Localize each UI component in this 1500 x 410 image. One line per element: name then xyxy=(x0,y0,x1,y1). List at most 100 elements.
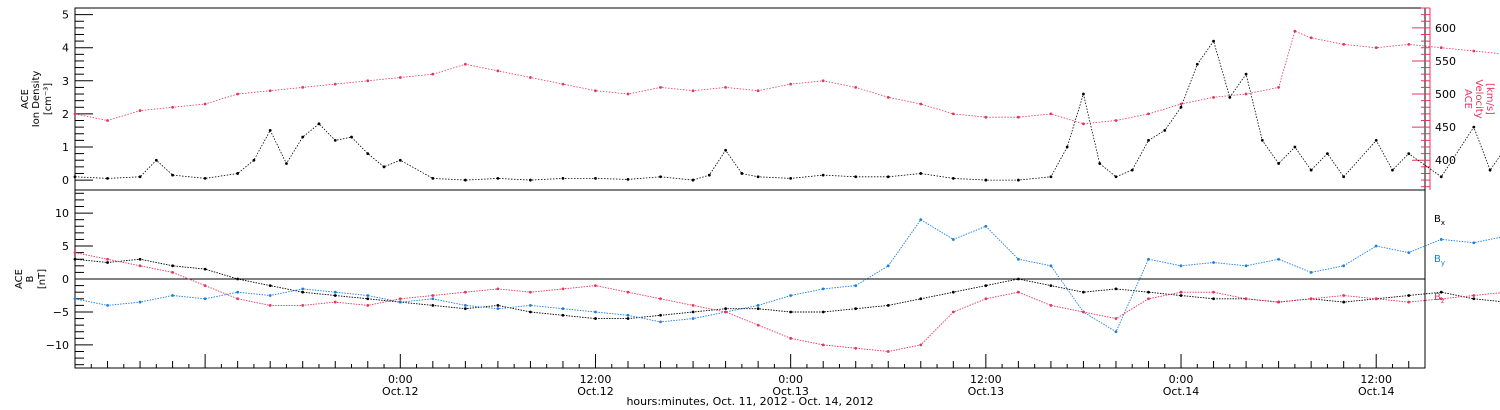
data-point xyxy=(691,317,695,320)
date-tick-label: Oct.13 xyxy=(968,385,1005,398)
data-point xyxy=(106,257,109,261)
data-point xyxy=(1342,300,1346,304)
data-point xyxy=(821,310,825,314)
b-axis-title-line3: [nT] xyxy=(37,269,48,289)
density-y-axis-ticks: 0 1 2 3 4 5 xyxy=(62,7,93,187)
density-velocity-panel-frame xyxy=(74,7,1426,191)
data-point xyxy=(317,122,321,126)
data-point xyxy=(529,76,532,79)
data-point xyxy=(138,300,142,304)
data-point xyxy=(984,115,988,119)
data-point xyxy=(1277,86,1281,89)
data-point xyxy=(724,307,728,311)
data-point xyxy=(1179,294,1183,297)
data-point xyxy=(789,177,793,180)
time-tick-label: 12:00 xyxy=(1360,373,1392,386)
data-point xyxy=(756,303,760,307)
data-point xyxy=(1407,152,1411,156)
data-point xyxy=(1114,330,1118,334)
data-point xyxy=(1472,297,1476,301)
data-point xyxy=(203,267,207,271)
velocity-axis-title-line1: ACE xyxy=(1462,89,1473,109)
series-trace xyxy=(74,30,1500,125)
data-point xyxy=(529,290,532,294)
data-point xyxy=(236,92,240,96)
data-point xyxy=(398,297,402,301)
density-tick-label: 0 xyxy=(62,174,69,187)
time-tick-label: 0:00 xyxy=(778,373,803,386)
data-point xyxy=(1407,43,1411,46)
data-point xyxy=(1260,138,1264,142)
velocity-tick-label: 400 xyxy=(1435,154,1456,167)
data-point xyxy=(1228,95,1232,99)
data-point xyxy=(1147,290,1150,294)
data-point xyxy=(691,178,695,182)
data-point xyxy=(724,310,728,314)
series-velocity xyxy=(73,29,1500,126)
legend-entry-by: By xyxy=(1434,254,1445,267)
data-point xyxy=(1439,290,1443,294)
data-point xyxy=(1016,290,1020,294)
data-point xyxy=(398,76,402,79)
data-point xyxy=(1309,271,1313,274)
data-point xyxy=(561,287,565,291)
data-point xyxy=(886,175,890,179)
data-point xyxy=(854,307,858,311)
data-point xyxy=(626,290,630,294)
data-point xyxy=(984,224,988,228)
density-tick-label: 1 xyxy=(62,141,69,154)
data-point xyxy=(463,307,467,311)
data-point xyxy=(756,89,760,93)
data-point xyxy=(496,287,500,291)
data-point xyxy=(756,175,760,179)
data-point xyxy=(1326,152,1329,156)
data-point xyxy=(73,257,77,261)
data-point xyxy=(333,300,337,304)
data-point xyxy=(854,86,858,89)
data-point xyxy=(1114,175,1118,179)
b-y-axis-ticks: −10 −5 0 5 10 xyxy=(46,192,93,366)
data-point xyxy=(1114,287,1118,291)
data-point xyxy=(659,313,662,317)
data-point xyxy=(333,294,337,297)
data-point xyxy=(463,290,467,294)
data-point xyxy=(821,343,825,347)
data-point xyxy=(1277,300,1281,304)
data-point xyxy=(789,310,793,314)
data-point xyxy=(1488,168,1492,172)
data-point xyxy=(236,297,240,301)
data-point xyxy=(203,297,207,301)
series-trace xyxy=(74,219,1500,333)
density-axis-title-line1: ACE xyxy=(20,89,31,109)
data-point xyxy=(821,79,825,83)
data-point xyxy=(1065,145,1069,149)
density-axis-title-line3: [cm⁻³] xyxy=(43,83,54,115)
series-ion-density xyxy=(73,39,1500,182)
data-point xyxy=(854,175,858,179)
density-tick-label: 5 xyxy=(62,9,69,22)
data-point xyxy=(561,177,565,180)
data-point xyxy=(236,290,240,294)
data-point xyxy=(171,271,174,274)
density-axis-title-line2: Ion Density xyxy=(31,71,42,128)
b-tick-label: 5 xyxy=(62,240,69,253)
data-point xyxy=(1147,138,1150,142)
time-tick-label: 0:00 xyxy=(388,373,413,386)
velocity-tick-label: 450 xyxy=(1435,121,1456,134)
data-point xyxy=(919,172,923,175)
data-point xyxy=(1439,46,1443,50)
data-point xyxy=(1407,300,1411,304)
data-point xyxy=(1374,297,1378,301)
density-tick-label: 3 xyxy=(62,75,69,88)
data-point xyxy=(463,62,467,66)
data-point xyxy=(1179,264,1183,268)
data-point xyxy=(73,297,77,301)
density-velocity-series xyxy=(73,29,1500,182)
data-point xyxy=(1244,264,1248,268)
data-point xyxy=(1016,277,1020,281)
data-point xyxy=(431,303,435,307)
velocity-y-axis-ticks: 400 450 500 550 600 xyxy=(1412,7,1456,190)
b-tick-label: 0 xyxy=(62,273,69,286)
